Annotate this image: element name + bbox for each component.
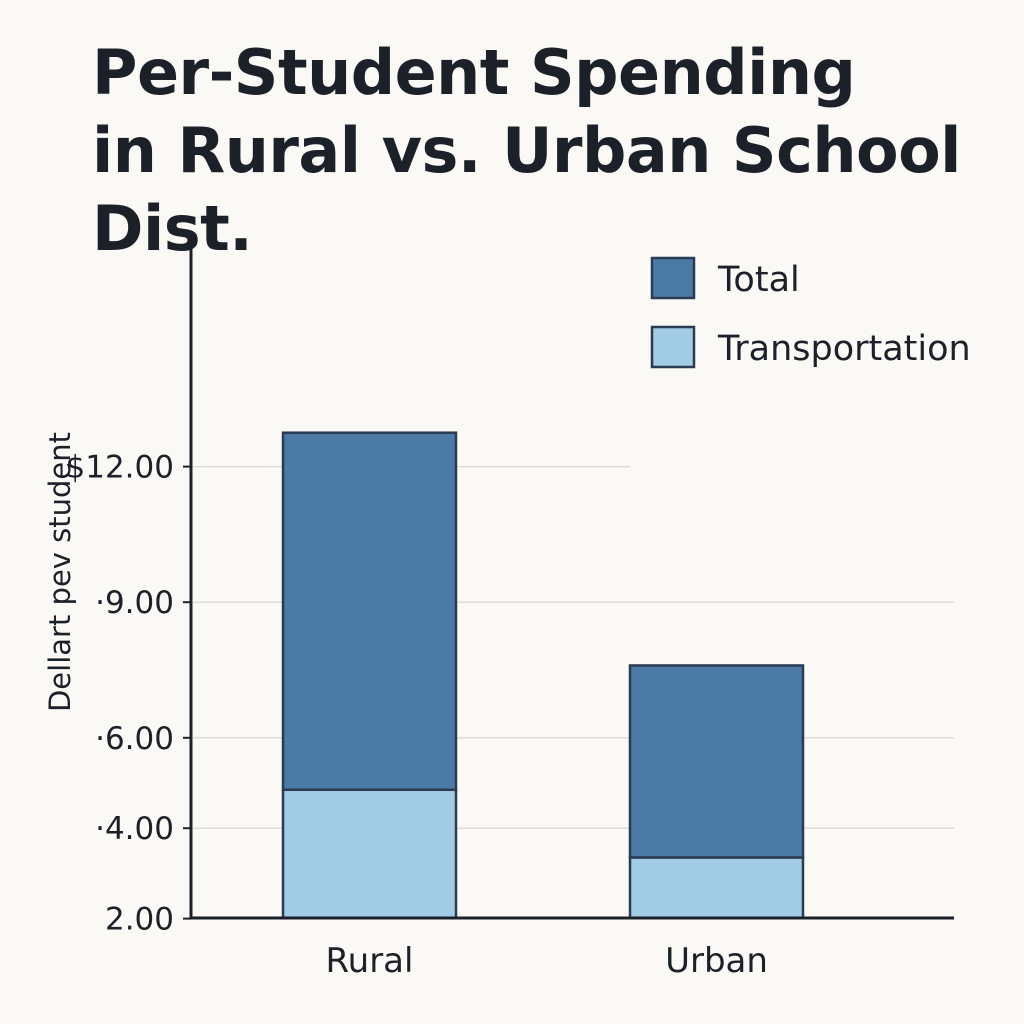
chart-title: Per-Student Spending in Rural vs. Urban … (92, 34, 1024, 268)
x-category-label: Rural (326, 941, 414, 981)
legend-swatch (650, 325, 696, 369)
y-axis-label: Dellart pev student (43, 432, 77, 712)
bar-total (628, 664, 805, 859)
y-tick-label: $12.00 (66, 450, 174, 486)
bar-transportation (628, 856, 805, 920)
bar-total (281, 431, 458, 792)
bars (281, 431, 805, 920)
axes (189, 240, 954, 920)
legend-swatch (650, 256, 696, 300)
chart-title-line-2: in Rural vs. Urban School Dist. (92, 114, 961, 265)
legend-label: Total (717, 260, 800, 300)
chart-title-line-1: Per-Student Spending (92, 36, 856, 109)
y-tick-labels: 2.00 ·4.00 ·6.00 ·9.00 $12.00 (66, 450, 191, 938)
x-tick-labels: Rural Urban (326, 941, 768, 981)
y-tick-label: ·4.00 (95, 811, 174, 847)
legend: Total Transportation (650, 256, 971, 369)
y-tick-label: ·6.00 (95, 721, 174, 757)
bar-transportation (281, 788, 458, 920)
y-tick-label: 2.00 (105, 902, 174, 938)
x-category-label: Urban (665, 941, 768, 981)
y-tick-label: ·9.00 (95, 585, 174, 621)
legend-label: Transportation (717, 329, 971, 369)
